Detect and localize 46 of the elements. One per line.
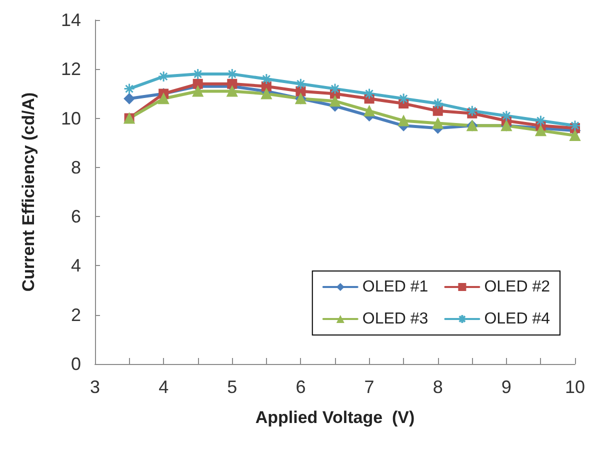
y-tick-label: 10 bbox=[60, 108, 81, 128]
point bbox=[124, 93, 135, 104]
point bbox=[158, 93, 170, 104]
point bbox=[432, 118, 444, 129]
point bbox=[432, 106, 443, 116]
point bbox=[398, 115, 410, 126]
point bbox=[192, 86, 204, 97]
x-tick-label: 9 bbox=[501, 377, 512, 397]
y-tick-label: 0 bbox=[70, 354, 81, 374]
point bbox=[364, 88, 376, 100]
point bbox=[364, 105, 375, 116]
point bbox=[192, 78, 203, 89]
point bbox=[398, 92, 410, 104]
point bbox=[260, 73, 272, 85]
point bbox=[294, 78, 306, 90]
x-axis-title: Applied Voltage (V) bbox=[255, 408, 415, 427]
point bbox=[570, 130, 580, 141]
point bbox=[534, 114, 546, 126]
y-tick-label: 2 bbox=[70, 304, 81, 325]
point bbox=[569, 120, 581, 132]
y-tick-label: 4 bbox=[70, 256, 81, 276]
y-tick-label: 12 bbox=[60, 59, 81, 80]
y-tick-label: 14 bbox=[60, 10, 81, 30]
x-tick-label: 5 bbox=[227, 377, 238, 397]
legend-label: OLED #1 bbox=[362, 278, 428, 296]
x-tick-label: 3 bbox=[90, 377, 100, 397]
point bbox=[124, 83, 136, 95]
point bbox=[432, 98, 444, 110]
y-axis-title: Current Efficiency (cd/A) bbox=[19, 92, 38, 292]
point bbox=[535, 125, 546, 136]
x-tick-label: 10 bbox=[564, 377, 586, 397]
point bbox=[500, 110, 512, 122]
x-tick-label: 8 bbox=[432, 377, 443, 397]
point bbox=[329, 83, 341, 95]
legend-label: OLED #2 bbox=[484, 278, 550, 296]
point bbox=[226, 86, 238, 97]
legend-label: OLED #3 bbox=[362, 310, 428, 328]
x-tick-label: 6 bbox=[296, 377, 306, 397]
y-tick-label: 6 bbox=[70, 206, 81, 227]
y-tick-label: 8 bbox=[70, 157, 81, 178]
point bbox=[330, 96, 340, 107]
x-tick-label: 4 bbox=[158, 377, 169, 397]
x-tick-label: 7 bbox=[364, 377, 374, 397]
legend-label: OLED #4 bbox=[484, 310, 550, 328]
point bbox=[227, 78, 238, 89]
point bbox=[466, 105, 478, 117]
